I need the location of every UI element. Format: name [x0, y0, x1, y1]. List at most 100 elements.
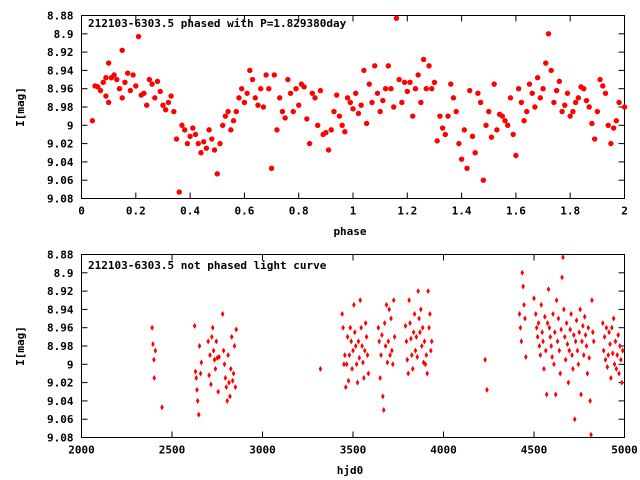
unphased-data-point [362, 375, 366, 382]
unphased-data-point [210, 333, 214, 340]
unphased-data-point [518, 324, 523, 331]
unphased-data-point [221, 347, 226, 354]
unphased-y-tick-label: 9.04 [47, 395, 74, 408]
phased-x-tick-label: 0.2 [126, 205, 146, 218]
phased-plot-title: 212103-6303.5 phased with P=1.829380day [88, 17, 347, 30]
unphased-data-point [213, 365, 218, 372]
phased-data-point [363, 120, 370, 127]
phased-data-point [230, 118, 237, 124]
unphased-data-point [567, 347, 572, 354]
phased-data-point [410, 113, 416, 119]
unphased-data-point [354, 361, 359, 368]
phased-y-tick-label: 9.08 [47, 193, 74, 206]
unphased-data-point [561, 254, 565, 261]
unphased-x-tick-label: 2500 [159, 444, 186, 457]
phased-data-point [228, 127, 234, 133]
unphased-data-point [318, 365, 323, 372]
unphased-data-point [410, 352, 414, 359]
phased-x-tick-label: 0 [78, 205, 85, 218]
unphased-data-point [353, 343, 358, 349]
unphased-data-point [537, 343, 542, 349]
unphased-data-point [346, 377, 351, 384]
phased-data-point [385, 63, 391, 69]
unphased-data-point [352, 301, 356, 308]
phased-data-point [214, 171, 220, 177]
phased-axis-ticks: 0 0.2 0.4 0.6 0.8 1 1.2 1.4 1.6 1.8 2 8.88 8.9 8.92 8.… [47, 10, 628, 218]
phased-data-point [206, 127, 212, 133]
unphased-data-point [418, 329, 422, 336]
unphased-data-point [377, 338, 382, 345]
unphased-data-point [232, 343, 237, 349]
unphased-data-point [385, 359, 390, 366]
unphased-data-point [543, 347, 548, 354]
phased-data-point [141, 90, 147, 96]
unphased-data-point [208, 352, 212, 359]
phased-data-point [437, 113, 443, 119]
unphased-data-point [429, 347, 433, 354]
phased-data-point [412, 86, 419, 92]
unphased-data-point [583, 332, 588, 339]
phased-data-point [217, 140, 223, 147]
unphased-data-point [543, 313, 547, 320]
phased-data-point [149, 81, 155, 87]
phased-data-point [160, 102, 166, 108]
phased-data-point [331, 108, 337, 115]
unphased-data-point [389, 315, 393, 322]
phased-data-point [600, 83, 606, 89]
unphased-data-point [608, 341, 612, 348]
phased-y-tick-label: 8.9 [54, 28, 74, 41]
phased-data-point [255, 102, 261, 108]
phased-data-point [336, 113, 343, 119]
unphased-data-point [360, 343, 364, 349]
phased-data-point [184, 140, 191, 147]
unphased-data-point [552, 361, 556, 368]
unphased-data-point [578, 306, 582, 313]
phased-data-point [146, 76, 153, 83]
phased-data-point [344, 95, 351, 101]
unphased-data-point [612, 361, 617, 368]
phased-data-point [168, 93, 174, 99]
unphased-data-point [406, 370, 411, 377]
phased-data-point [548, 67, 554, 74]
unphased-data-point [577, 329, 582, 336]
unphased-y-tick-label: 9.06 [47, 413, 74, 426]
unphased-data-point [575, 347, 580, 354]
phased-data-point [605, 122, 611, 128]
unphased-data-point [534, 310, 538, 317]
unphased-data-point [556, 315, 561, 322]
unphased-data-point [611, 315, 616, 322]
phased-data-point [222, 113, 229, 119]
phased-data-point [266, 86, 272, 92]
unphased-data-point [234, 326, 239, 333]
unphased-data-point [566, 379, 571, 386]
unphased-y-tick-label: 8.94 [47, 303, 74, 316]
unphased-data-point [210, 324, 215, 331]
phased-data-point [143, 102, 150, 108]
phased-data-point [464, 165, 470, 172]
unphased-data-point [198, 370, 203, 377]
phased-data-point [325, 147, 332, 153]
unphased-y-tick-label: 8.98 [47, 340, 74, 353]
phased-data-point [429, 86, 435, 92]
unphased-data-point [381, 407, 386, 414]
unphased-data-point [343, 384, 348, 391]
unphased-data-point [588, 397, 592, 404]
unphased-data-point [391, 297, 396, 304]
unphased-data-point [223, 375, 228, 382]
unphased-data-point [616, 332, 620, 339]
unphased-y-tick-label: 8.9 [54, 267, 74, 280]
unphased-data-point [427, 324, 431, 331]
phased-data-point [323, 129, 329, 136]
unphased-data-point [192, 322, 197, 329]
unphased-data-point [572, 416, 577, 423]
unphased-data-point [410, 365, 415, 372]
unphased-data-point [390, 347, 394, 354]
phased-data-point [285, 76, 291, 83]
unphased-data-point [521, 283, 525, 290]
unphased-data-point [603, 356, 608, 363]
unphased-data-point [573, 338, 578, 345]
unphased-data-point [412, 310, 417, 317]
phased-data-point [521, 118, 527, 124]
phased-data-point [415, 72, 421, 78]
phased-data-point [483, 122, 489, 128]
